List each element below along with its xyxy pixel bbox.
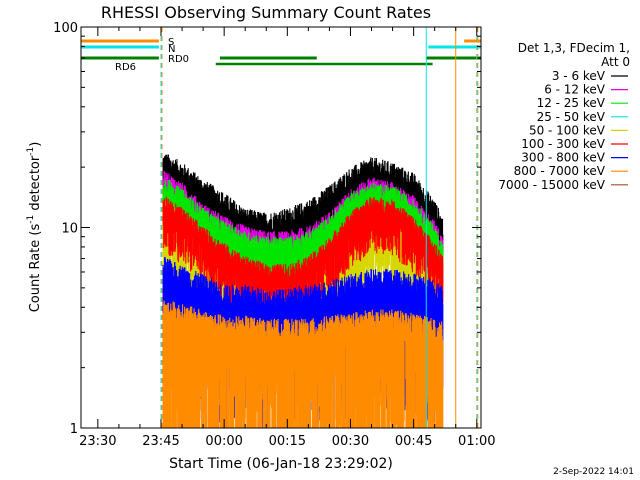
x-axis-label: Start Time (06-Jan-18 23:29:02) xyxy=(169,456,393,472)
axes-layer: 1 10 100 23:30 23:45 00:00 00:15 00:30 00:45 01:0… xyxy=(53,21,495,449)
flag-label-rd6: RD6 xyxy=(115,62,136,73)
y-axis-label-sup1: -1 xyxy=(26,215,36,224)
legend-entry: 800 - 7000 keV xyxy=(514,164,628,178)
x-tick-label: 00:00 xyxy=(205,434,242,449)
legend-label: 6 - 12 keV xyxy=(544,83,606,97)
legend-entry: 3 - 6 keV xyxy=(552,69,628,83)
y-tick-label: 100 xyxy=(53,21,78,36)
legend-header-1: Det 1,3, FDecim 1, xyxy=(518,41,630,55)
y-axis-label-mid: detector xyxy=(28,155,43,215)
chart-title: RHESSI Observing Summary Count Rates xyxy=(101,3,431,22)
y-axis-label-end: ) xyxy=(28,142,43,147)
legend-entry: 7000 - 15000 keV xyxy=(498,178,628,192)
legend-label: 50 - 100 keV xyxy=(529,123,606,137)
legend-entry: 25 - 50 keV xyxy=(537,110,628,124)
y-axis-label-sup2: -1 xyxy=(26,147,36,156)
series-800-7000-keV xyxy=(162,300,444,428)
legend-label: 300 - 800 keV xyxy=(521,151,605,165)
x-tick-label: 23:30 xyxy=(79,434,116,449)
series-100-300-keV xyxy=(162,196,444,322)
legend-entry: 100 - 300 keV xyxy=(521,137,628,151)
y-axis-label-main: Count Rate (s xyxy=(28,224,43,313)
x-tick-label: 00:45 xyxy=(395,434,432,449)
legend-label: 800 - 7000 keV xyxy=(514,164,606,178)
x-tick-label: 23:45 xyxy=(142,434,179,449)
series-layer xyxy=(162,154,444,428)
flag-label-night: N xyxy=(168,44,175,55)
x-tick-label: 01:00 xyxy=(458,434,495,449)
x-tick-label: 00:15 xyxy=(269,434,306,449)
legend-entry: 50 - 100 keV xyxy=(529,123,628,137)
legend-label: 12 - 25 keV xyxy=(537,96,606,110)
legend-label: 25 - 50 keV xyxy=(537,110,606,124)
legend-label: 100 - 300 keV xyxy=(521,137,605,151)
y-tick-label: 1 xyxy=(70,422,78,437)
legend-entry: 300 - 800 keV xyxy=(521,151,628,165)
series-trace xyxy=(162,196,444,322)
legend-label: 7000 - 15000 keV xyxy=(498,178,605,192)
legend-label: 3 - 6 keV xyxy=(552,69,606,83)
legend-entry: 12 - 25 keV xyxy=(537,96,628,110)
legend-header-2: Att 0 xyxy=(601,55,630,69)
y-tick-label: 10 xyxy=(61,222,78,237)
date-stamp: 2-Sep-2022 14:01 xyxy=(553,467,634,477)
flag-label-rd0: RD0 xyxy=(168,54,189,65)
flag-label-saa: S xyxy=(168,37,174,48)
legend-entry: 6 - 12 keV xyxy=(544,83,628,97)
series-trace xyxy=(162,300,444,428)
x-tick-label: 00:30 xyxy=(332,434,369,449)
y-axis-label: Count Rate (s-1 detector-1) xyxy=(26,142,43,313)
